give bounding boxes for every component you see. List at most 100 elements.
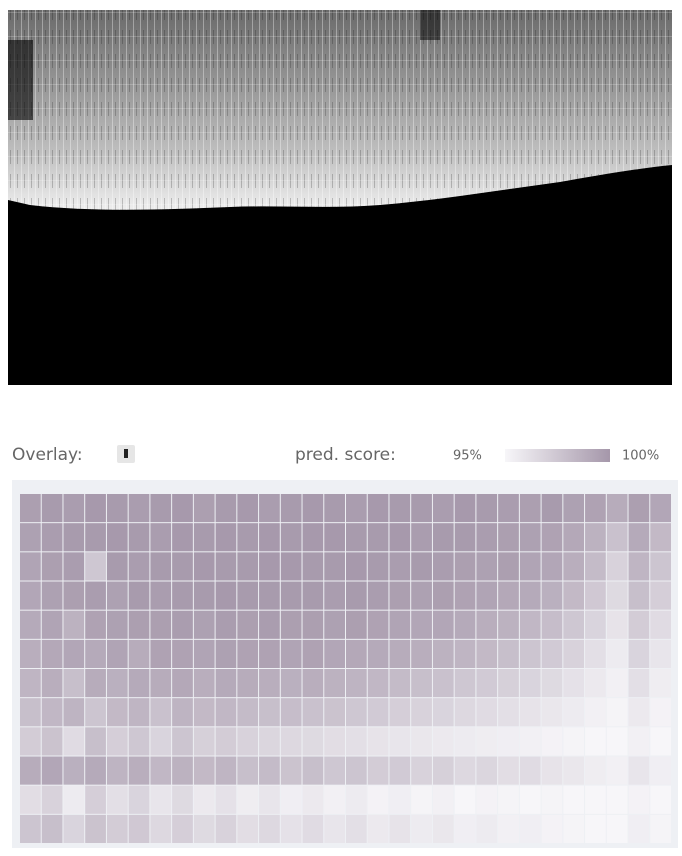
heatmap-cell <box>106 698 128 727</box>
heatmap-cell <box>476 756 498 785</box>
heatmap-cell <box>346 523 367 552</box>
heatmap-cell <box>606 669 628 698</box>
heatmap-cell <box>606 639 628 668</box>
heatmap-cell <box>628 727 650 756</box>
heatmap-cell <box>106 523 128 552</box>
heatmap-cell <box>585 698 606 727</box>
heatmap-cell <box>563 581 585 610</box>
heatmap-cell <box>367 785 389 814</box>
heatmap-cell <box>563 494 585 523</box>
heatmap-cell <box>346 610 367 639</box>
heatmap-cell <box>85 698 106 727</box>
heatmap-cell <box>432 610 454 639</box>
heatmap-cell <box>193 785 215 814</box>
heatmap-cell <box>628 669 650 698</box>
heatmap-cell <box>498 814 519 843</box>
heatmap-cell <box>20 814 41 843</box>
heatmap-cell <box>585 552 606 581</box>
heatmap-cell <box>259 698 280 727</box>
heatmap-cell <box>454 494 476 523</box>
heatmap-cell <box>498 669 519 698</box>
heatmap-cell <box>389 494 411 523</box>
heatmap-cell <box>563 698 585 727</box>
heatmap-cell <box>280 639 302 668</box>
heatmap-cell <box>215 581 237 610</box>
heatmap-cell <box>389 669 411 698</box>
heatmap-cell <box>541 552 563 581</box>
heatmap-cell <box>519 727 541 756</box>
heatmap-cell <box>476 785 498 814</box>
heatmap-cell <box>606 610 628 639</box>
heatmap-cell <box>324 814 345 843</box>
heatmap-cell <box>628 785 650 814</box>
heatmap-cell <box>237 785 259 814</box>
heatmap-cell <box>606 698 628 727</box>
heatmap-cell <box>519 669 541 698</box>
heatmap-cell <box>650 581 671 610</box>
heatmap-cell <box>63 814 85 843</box>
heatmap-cell <box>585 669 606 698</box>
heatmap-cell <box>432 814 454 843</box>
heatmap-cell <box>476 698 498 727</box>
heatmap-cell <box>215 785 237 814</box>
heatmap-cell <box>237 552 259 581</box>
heatmap-cell <box>346 581 367 610</box>
legend-title: pred. score: <box>295 445 396 465</box>
heatmap-cell <box>454 610 476 639</box>
heatmap-cell <box>215 698 237 727</box>
heatmap-cell <box>150 756 172 785</box>
heatmap-cell <box>650 494 671 523</box>
heatmap-cell <box>606 494 628 523</box>
heatmap-cell <box>541 698 563 727</box>
heatmap-cell <box>150 552 172 581</box>
heatmap-cell <box>432 552 454 581</box>
heatmap-cell <box>498 727 519 756</box>
heatmap-cell <box>389 552 411 581</box>
heatmap-cell <box>541 669 563 698</box>
heatmap-cell <box>563 814 585 843</box>
heatmap-cell <box>541 494 563 523</box>
heatmap-cell <box>302 814 324 843</box>
heatmap-cell <box>63 581 85 610</box>
heatmap-cell <box>411 523 432 552</box>
heatmap-cell <box>259 639 280 668</box>
heatmap-cell <box>650 727 671 756</box>
heatmap-cell <box>519 523 541 552</box>
heatmap-cell <box>346 727 367 756</box>
heatmap-cell <box>128 494 150 523</box>
heatmap-cell <box>432 785 454 814</box>
heatmap-cell <box>389 698 411 727</box>
heatmap-cell <box>85 814 106 843</box>
heatmap-cell <box>411 552 432 581</box>
heatmap-cell <box>193 756 215 785</box>
heatmap-cell <box>172 698 193 727</box>
heatmap-cell <box>150 494 172 523</box>
heatmap-cell <box>280 756 302 785</box>
heatmap-cell <box>541 523 563 552</box>
heatmap-cell <box>563 639 585 668</box>
heatmap-cell <box>150 814 172 843</box>
heatmap-cell <box>259 669 280 698</box>
heatmap-cell <box>237 494 259 523</box>
heatmap-cell <box>280 523 302 552</box>
heatmap-cell <box>302 756 324 785</box>
heatmap-cell <box>432 756 454 785</box>
heatmap-cell <box>259 581 280 610</box>
heatmap-cell <box>650 639 671 668</box>
heatmap-cell <box>237 639 259 668</box>
heatmap-cell <box>215 523 237 552</box>
heatmap-cell <box>498 610 519 639</box>
heatmap-cell <box>476 581 498 610</box>
heatmap-cell <box>85 727 106 756</box>
heatmap-cell <box>280 727 302 756</box>
heatmap-cell <box>367 669 389 698</box>
heatmap-cell <box>41 639 63 668</box>
heatmap-cell <box>85 669 106 698</box>
heatmap-cell <box>563 756 585 785</box>
heatmap-cell <box>628 698 650 727</box>
heatmap-cell <box>411 494 432 523</box>
heatmap-cell <box>63 698 85 727</box>
heatmap-cell <box>454 785 476 814</box>
heatmap-cell <box>259 523 280 552</box>
heatmap-cell <box>106 727 128 756</box>
